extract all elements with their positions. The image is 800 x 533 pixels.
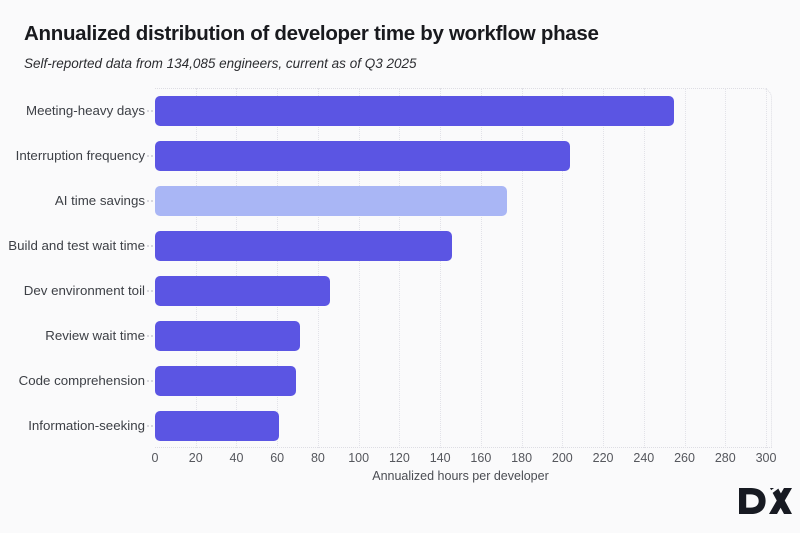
- category-label: Interruption frequency: [15, 148, 145, 163]
- bar-row: [155, 133, 766, 178]
- x-tick-label: 220: [592, 451, 614, 465]
- gridline: [603, 88, 605, 448]
- dx-logo: [738, 485, 792, 516]
- bar: [155, 95, 675, 126]
- bar-row: [155, 268, 766, 313]
- category-label: Build and test wait time: [8, 238, 145, 253]
- gridline: [236, 88, 238, 448]
- gridline: [440, 88, 442, 448]
- category-tick: [147, 380, 153, 382]
- x-tick-label: 20: [188, 451, 203, 465]
- category-label: Review wait time: [45, 328, 145, 343]
- bar: [155, 185, 508, 216]
- gridline: [684, 88, 686, 448]
- gridline: [399, 88, 401, 448]
- x-tick-label: 240: [633, 451, 655, 465]
- chart-subtitle: Self-reported data from 134,085 engineer…: [24, 56, 417, 71]
- bar: [155, 275, 331, 306]
- gridline: [562, 88, 564, 448]
- bar-row: [155, 358, 766, 403]
- x-tick-label: 100: [348, 451, 370, 465]
- gridline-layer: [155, 88, 767, 448]
- bar-row: [155, 88, 766, 133]
- gridline: [277, 88, 279, 448]
- bar: [155, 230, 453, 261]
- category-tick: [147, 110, 153, 112]
- dx-logo-icon: [739, 485, 792, 514]
- bar: [155, 140, 571, 171]
- x-axis-ticks: 0 20 40 60 80 100 120 140 160 180 200 220 240 260 280 3…: [151, 451, 777, 467]
- x-tick-label: 140: [429, 451, 451, 465]
- x-tick-label: 120: [388, 451, 410, 465]
- category-tick: [147, 425, 153, 427]
- category-tick: [147, 335, 153, 337]
- plot-frame: [155, 88, 772, 448]
- bar-row: [155, 313, 766, 358]
- category-tick: [147, 200, 153, 202]
- x-tick-label: 200: [551, 451, 573, 465]
- bar-row: [155, 403, 766, 448]
- x-tick-label: 260: [674, 451, 695, 465]
- gridline: [643, 88, 645, 448]
- gridline: [358, 88, 360, 448]
- gridline: [480, 88, 482, 448]
- gridline: [521, 88, 523, 448]
- x-tick-label: 60: [270, 451, 285, 465]
- gridline: [195, 88, 197, 448]
- x-tick-label: 280: [714, 451, 736, 465]
- category-tick: [147, 290, 153, 292]
- x-tick-label: 80: [310, 451, 325, 465]
- category-tick: [147, 155, 153, 157]
- x-tick-label: 40: [229, 451, 244, 465]
- category-labels: Meeting-heavy days Interruption frequency…: [0, 88, 145, 448]
- category-label: Code comprehension: [18, 373, 145, 388]
- bar-row: [155, 223, 766, 268]
- x-tick-label: 0: [151, 451, 159, 465]
- bar: [155, 320, 300, 351]
- category-tick: [147, 245, 153, 247]
- bar: [155, 410, 280, 441]
- bars: [155, 88, 766, 448]
- gridline: [725, 88, 727, 448]
- bar-row: [155, 178, 766, 223]
- category-label: AI time savings: [54, 193, 145, 208]
- x-tick-label: 180: [511, 451, 533, 465]
- gridline: [766, 88, 767, 448]
- x-tick-label: 160: [470, 451, 492, 465]
- x-axis-title: Annualized hours per developer: [372, 469, 549, 483]
- category-label: Information-seeking: [28, 418, 145, 433]
- category-label: Meeting-heavy days: [26, 103, 145, 118]
- bar: [155, 365, 296, 396]
- gridline: [317, 88, 319, 448]
- category-label: Dev environment toil: [23, 283, 145, 298]
- chart-title: Annualized distribution of developer tim…: [24, 22, 599, 45]
- x-tick-label: 300: [755, 451, 777, 465]
